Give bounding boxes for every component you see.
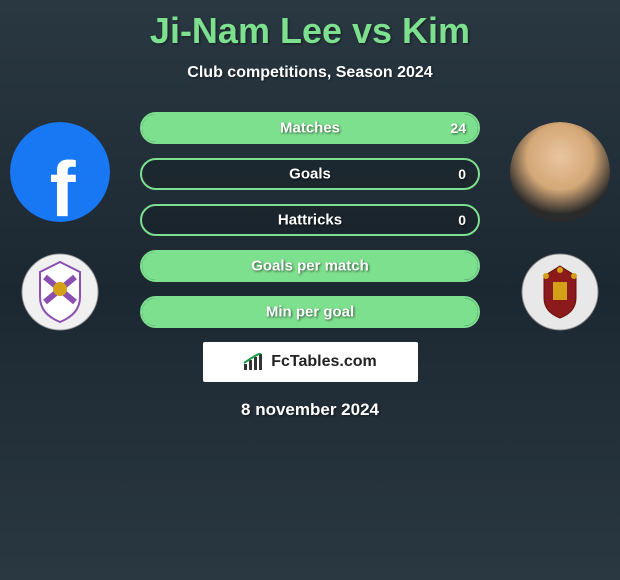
facebook-placeholder-icon: f [10, 122, 110, 222]
stat-label: Goals per match [251, 258, 369, 275]
brand-watermark: FcTables.com [203, 342, 418, 382]
stat-value-right: 0 [458, 212, 466, 228]
shield-badge-icon [20, 252, 100, 332]
chart-icon [243, 353, 265, 371]
stat-label: Matches [280, 120, 340, 137]
stat-value-right: 24 [450, 120, 466, 136]
comparison-content: f Matches 24 Goals 0 Hattricks 0 Goals per mat… [0, 112, 620, 420]
stat-bar: Min per goal [140, 296, 480, 328]
player-photo-placeholder [510, 122, 610, 222]
page-title: Ji-Nam Lee vs Kim [0, 0, 620, 52]
stat-value-right: 0 [458, 166, 466, 182]
stat-bar: Matches 24 [140, 112, 480, 144]
stat-bar: Hattricks 0 [140, 204, 480, 236]
date-label: 8 november 2024 [0, 400, 620, 420]
crest-badge-icon [520, 252, 600, 332]
player-left-avatar: f [10, 122, 110, 222]
team-badge-right [520, 252, 600, 337]
stat-label: Min per goal [266, 304, 354, 321]
facebook-f-icon: f [50, 156, 76, 222]
team-badge-left [20, 252, 100, 337]
stat-label: Hattricks [278, 212, 342, 229]
stats-container: Matches 24 Goals 0 Hattricks 0 Goals per match… [140, 112, 480, 328]
stat-bar: Goals per match [140, 250, 480, 282]
player-right-avatar [510, 122, 610, 222]
stat-label: Goals [289, 166, 331, 183]
brand-text: FcTables.com [271, 353, 377, 371]
subtitle: Club competitions, Season 2024 [0, 64, 620, 82]
stat-bar: Goals 0 [140, 158, 480, 190]
